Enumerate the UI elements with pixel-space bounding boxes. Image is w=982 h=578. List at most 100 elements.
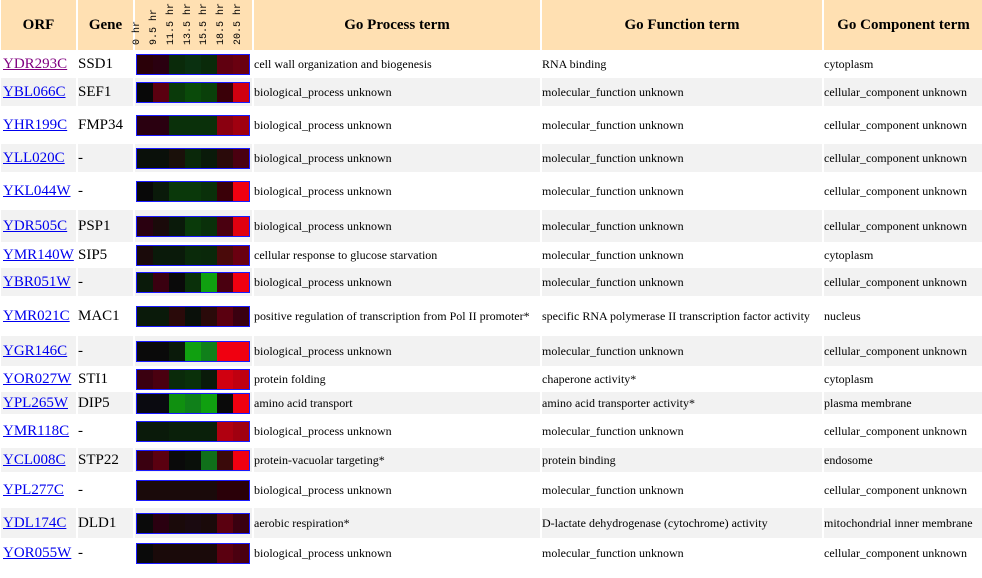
gene-cell: - [78, 268, 133, 296]
heatmap-square [169, 54, 185, 74]
heatmap-square [233, 513, 249, 533]
gene-cell: - [78, 144, 133, 172]
orf-cell: YBL066C [1, 78, 76, 106]
component-cell: plasma membrane [824, 392, 982, 414]
expression-heatmap [136, 392, 250, 414]
heatmap-square [201, 393, 217, 413]
heatmap-square [217, 181, 233, 201]
orf-link[interactable]: YMR118C [3, 422, 70, 439]
orf-link[interactable]: YOR055W [3, 544, 72, 561]
heatmap-square [169, 450, 185, 470]
orf-link[interactable]: YPL265W [3, 394, 68, 411]
orf-cell: YMR021C [1, 298, 76, 334]
function-cell: molecular_function unknown [542, 144, 822, 172]
heatmap-square [153, 393, 169, 413]
orf-link[interactable]: YMR140W [3, 246, 74, 263]
heatmap-square [201, 421, 217, 441]
orf-link[interactable]: YBL066C [3, 83, 66, 100]
heatmap-square [137, 513, 153, 533]
orf-link[interactable]: YGR146C [3, 342, 68, 359]
orf-cell: YOR055W [1, 540, 76, 566]
heatmap-square [185, 450, 201, 470]
heatmap-square [137, 341, 153, 361]
table-row: YOR055W - biological_process unknown molecu… [1, 540, 982, 566]
header-gene: Gene [78, 0, 133, 50]
function-cell: molecular_function unknown [542, 210, 822, 242]
orf-link[interactable]: YLL020C [3, 149, 65, 166]
table-row: YMR118C - biological_process unknown molecu… [1, 416, 982, 446]
heatmap-square [233, 450, 249, 470]
heatmap-square [233, 148, 249, 168]
heatmap-square [217, 480, 233, 500]
heatmap-square [185, 421, 201, 441]
table-row: YBL066C SEF1 biological_process unknown mol… [1, 78, 982, 106]
expression-heatmap [136, 368, 250, 390]
gene-cell: PSP1 [78, 210, 133, 242]
heatmap-square [217, 421, 233, 441]
process-cell: biological_process unknown [254, 268, 540, 296]
heatmap-square [137, 148, 153, 168]
orf-link[interactable]: YOR027W [3, 370, 72, 387]
heatmap-square [201, 272, 217, 292]
heatmap-square [169, 543, 185, 563]
heatmap-square [185, 480, 201, 500]
function-cell: molecular_function unknown [542, 482, 684, 497]
orf-link[interactable]: YCL008C [3, 451, 66, 468]
orf-link[interactable]: YPL277C [3, 481, 64, 498]
orf-cell: YOR027W [1, 368, 76, 390]
heatmap-cell [135, 448, 252, 472]
gene-cell: - [78, 481, 83, 498]
orf-cell: YBR051W [1, 268, 76, 296]
table-row: YDL174C DLD1 aerobic respiration* D-lactate… [1, 508, 982, 538]
heatmap-cell [135, 210, 252, 242]
expression-heatmap [136, 271, 250, 293]
heatmap-square [201, 245, 217, 265]
component-cell: cellular_component unknown [824, 78, 982, 106]
heatmap-square [185, 513, 201, 533]
function-cell: molecular_function unknown [542, 268, 822, 296]
gene-cell: MAC1 [78, 307, 120, 324]
orf-link[interactable]: YKL044W [3, 182, 71, 199]
heatmap-square [153, 82, 169, 102]
gene-cell: DIP5 [78, 392, 133, 414]
function-cell: molecular_function unknown [542, 545, 684, 560]
heatmap-square [137, 421, 153, 441]
heatmap-square [185, 393, 201, 413]
heatmap-square [137, 543, 153, 563]
heatmap-square [185, 341, 201, 361]
heatmap-square [217, 272, 233, 292]
orf-link[interactable]: YDL174C [3, 514, 67, 531]
orf-link[interactable]: YBR051W [3, 273, 71, 290]
table-row: YDR505C PSP1 biological_process unknown mol… [1, 210, 982, 242]
gene-cell: - [78, 182, 83, 199]
heatmap-square [201, 82, 217, 102]
component-cell: cellular_component unknown [824, 336, 982, 366]
heatmap-square [137, 393, 153, 413]
heatmap-square [185, 148, 201, 168]
heatmap-square [201, 181, 217, 201]
orf-link[interactable]: YHR199C [3, 116, 68, 133]
function-cell: specific RNA polymerase II transcription… [542, 308, 810, 323]
heatmap-square [137, 181, 153, 201]
heatmap-square [137, 115, 153, 135]
heatmap-square [153, 148, 169, 168]
heatmap-square [217, 306, 233, 326]
heatmap-cell [135, 52, 252, 76]
orf-link[interactable]: YDR293C [3, 55, 68, 72]
heatmap-square [153, 216, 169, 236]
heatmap-square [153, 341, 169, 361]
heatmap-square [153, 181, 169, 201]
orf-link[interactable]: YDR505C [3, 217, 68, 234]
heatmap-square [137, 245, 153, 265]
orf-link[interactable]: YMR021C [3, 307, 70, 324]
heatmap-square [233, 480, 249, 500]
orf-cell: YDL174C [1, 508, 76, 538]
heatmap-square [137, 54, 153, 74]
heatmap-square [137, 82, 153, 102]
heatmap-square [169, 245, 185, 265]
expression-heatmap [136, 542, 250, 564]
process-cell: biological_process unknown [254, 545, 392, 560]
orf-cell: YCL008C [1, 448, 76, 472]
heatmap-square [233, 393, 249, 413]
process-cell: cellular response to glucose starvation [254, 247, 438, 262]
